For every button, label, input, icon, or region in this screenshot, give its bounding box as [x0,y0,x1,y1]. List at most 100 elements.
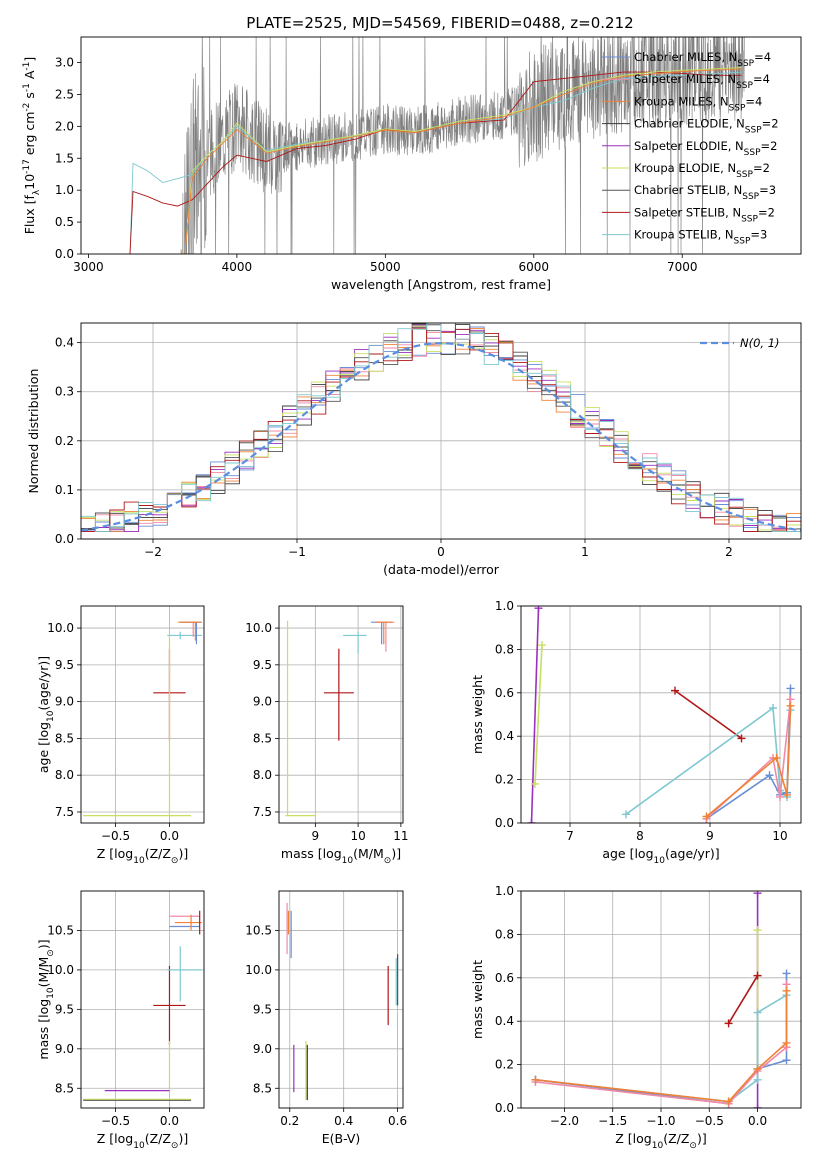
weight-point-marker [753,1064,762,1073]
x-axis-label: mass [log10(M/M⊙)] [281,846,401,866]
y-tick-label: 7.5 [55,805,74,819]
y-tick-label: 10.0 [245,621,272,635]
weight-point-marker [786,684,795,693]
legend-label: Kroupa STELIB, NSSP=3 [634,228,767,247]
weight-series-line [706,688,792,820]
y-tick-label: 1.0 [495,599,514,613]
x-tick-label: 7000 [667,260,698,274]
y-tick-label: 9.0 [253,695,272,709]
x-axis-label: age [log10(age/yr)] [602,846,719,866]
plot-area-mass_vs_ebv [286,902,399,1101]
axes-frame [520,605,802,824]
panel-age_vs_mass: 9 10 11 7.5 8.0 8.5 9.0 9.5 10.0 mass [log10(M/M⊙… [245,605,409,866]
legend-label: Chabrier MILES, NSSP=4 [634,50,771,69]
x-tick-label: 10 [350,829,365,843]
y-tick-label: 9.5 [253,1002,272,1016]
normal-curve-line [81,342,801,532]
weight-point-marker [702,812,711,821]
plot-area-weight_vs_age [527,606,795,823]
panel-weight_vs_Z: −2.0 −1.5 −1.0 −0.5 0.0 0.0 0.2 0.4 0.6 0.8 1.0 Z [… [470,884,802,1151]
y-tick-label: 0.6 [495,971,514,985]
x-tick-label: 4000 [222,260,253,274]
y-tick-label: 8.5 [253,1081,272,1095]
weight-point-marker [671,686,679,695]
y-tick-label: 0.2 [495,773,514,787]
weight-series-line [625,706,792,815]
panel-age_vs_Z: −0.5 0.0 7.5 8.0 8.5 9.0 9.5 10.0 Z [log10(Z/Z⊙)… [36,605,205,866]
legend-label: Salpeter ELODIE, NSSP=2 [634,139,777,158]
plot-area-age_vs_mass [285,620,395,817]
weight-point-marker [534,606,543,613]
legend-label: Kroupa MILES, NSSP=4 [634,94,762,113]
x-tick-label: 0.4 [334,1114,353,1128]
legend-label: Salpeter MILES, NSSP=4 [634,72,770,91]
weight-series-line [705,705,792,818]
y-tick-label: 1.0 [55,183,74,197]
x-tick-label: 9 [312,829,320,843]
y-tick-label: 0.5 [55,215,74,229]
weight-point-marker [753,1104,762,1108]
figure-title: PLATE=2525, MJD=54569, FIBERID=0488, z=0… [246,14,633,32]
y-tick-label: 8.0 [253,768,272,782]
axes-frame [278,890,404,1109]
plot-area-weight_vs_Z [531,891,791,1108]
legend-label: Chabrier STELIB, NSSP=3 [634,183,776,202]
x-tick-label: 0.0 [160,829,179,843]
y-axis-label: mass weight [470,960,485,1039]
panel-mass_vs_ebv: 0.2 0.4 0.6 8.5 9.0 9.5 10.0 10.5 E(B-V) [245,890,407,1146]
y-tick-label: 8.5 [55,1081,74,1095]
x-axis-label: Z [log10(Z/Z⊙)] [97,846,188,866]
weight-point-marker [782,986,791,995]
axes-frame [80,36,802,255]
weight-point-marker [772,753,781,762]
plot-area-mass_vs_Z [83,910,202,1101]
weight-point-marker [753,971,762,980]
x-tick-label: 0 [437,545,445,559]
axes-frame [80,890,205,1109]
axes-frame [80,605,205,824]
weight-point-marker [753,926,762,935]
legend-label: N(0, 1) [740,336,780,350]
weight-point-marker [527,819,536,823]
panel-residuals: −2 −1 0 1 2 0.0 0.1 0.2 0.3 0.4 (data-model)/error… [26,322,802,577]
x-axis-label: Z [log10(Z/Z⊙)] [615,1131,706,1151]
y-tick-label: 10.5 [47,923,74,937]
x-axis-label: Z [log10(Z/Z⊙)] [97,1131,188,1151]
x-tick-label: 3000 [73,260,104,274]
x-tick-label: 6000 [519,260,550,274]
weight-point-marker [776,792,784,801]
model-spectrum-line [129,71,742,254]
y-tick-label: 1.5 [55,151,74,165]
weight-point-marker [782,1056,791,1065]
x-tick-label: 1 [581,545,589,559]
plot-area-spectrum [129,37,745,254]
y-axis-label: mass weight [470,675,485,754]
y-tick-label: 0.4 [495,1014,514,1028]
weight-point-marker [737,734,746,743]
axes-frame [278,605,404,824]
legend-label: Salpeter STELIB, NSSP=2 [634,205,775,224]
plot-area-age_vs_Z [83,621,202,817]
model-spectrum-line [184,67,742,254]
y-axis-label: Normed distribution [26,369,41,494]
y-tick-label: 9.0 [55,1042,74,1056]
weight-point-marker [782,969,791,978]
x-tick-label: 7 [566,829,574,843]
weight-point-marker [724,1097,733,1106]
panel-weight_vs_age: 7 8 9 10 0.0 0.2 0.4 0.6 0.8 1.0 age [log10(age/yr… [470,599,802,866]
y-tick-label: 2.5 [55,87,74,101]
x-tick-label: −0.5 [101,829,130,843]
y-axis-label: age [log10(age/yr)] [36,656,56,773]
weight-point-marker [782,1038,791,1047]
y-tick-label: 8.0 [55,768,74,782]
x-tick-label: 5000 [370,260,401,274]
weight-point-marker [783,790,791,799]
y-axis-label: mass [log10(M/M⊙)] [36,939,56,1059]
x-axis-label: E(B-V) [322,1131,361,1146]
y-tick-label: 1.0 [495,884,514,898]
weight-point-marker [753,891,762,898]
y-tick-label: 0.6 [495,686,514,700]
legend-label: Kroupa ELODIE, NSSP=2 [634,161,770,180]
weight-series-line [534,645,543,784]
y-tick-label: 0.4 [55,336,74,350]
